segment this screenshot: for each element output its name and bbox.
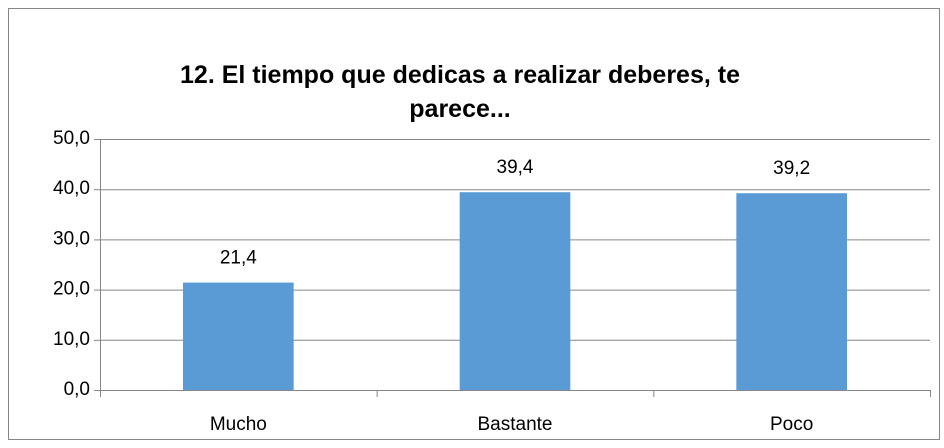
y-tick-label: 30,0 [53,228,90,249]
x-tick-label: Bastante [478,414,553,435]
y-tick-label: 0,0 [64,379,90,400]
chart-title: 12. El tiempo que dedicas a realizar deb… [180,61,740,123]
y-tick-label: 10,0 [53,329,90,350]
x-tick-label: Poco [770,414,813,435]
x-tick-label: Mucho [210,414,267,435]
data-label: 39,2 [773,158,810,179]
bar [736,193,847,390]
data-label: 21,4 [220,248,257,269]
y-tick-label: 20,0 [53,279,90,300]
bar [459,192,571,390]
y-tick-label: 50,0 [53,128,90,149]
bar [183,282,294,390]
data-label: 39,4 [497,157,534,178]
y-tick-label: 40,0 [53,178,90,199]
